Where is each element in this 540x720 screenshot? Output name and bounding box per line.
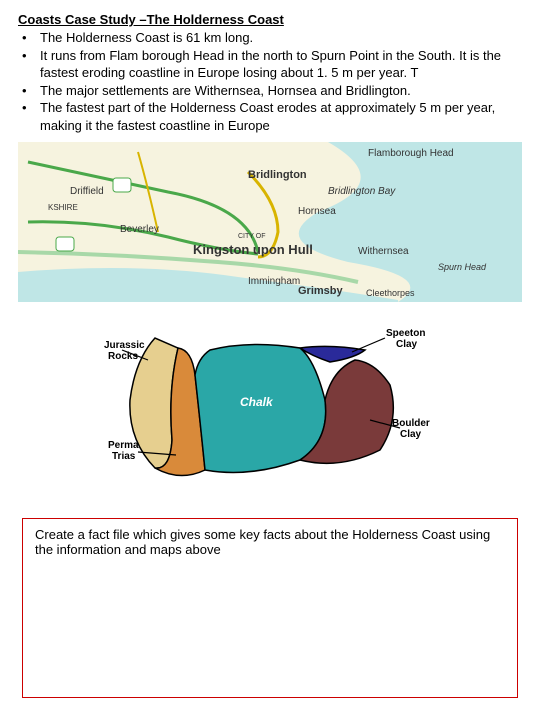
bullet-list: The Holderness Coast is 61 km long. It r… (18, 29, 522, 134)
map-label: CITY OF (238, 233, 265, 240)
map-label: Immingham (248, 276, 300, 287)
map-label: Cleethorpes (366, 288, 415, 298)
fact-file-box: Create a fact file which gives some key … (22, 518, 518, 698)
road-map-image: Flamborough Head Bridlington Bridlington… (18, 142, 522, 302)
bullet-item: The Holderness Coast is 61 km long. (18, 29, 522, 47)
map-label: Beverley (120, 224, 159, 235)
fact-file-prompt: Create a fact file which gives some key … (35, 527, 490, 557)
map-label: Flamborough Head (368, 148, 454, 159)
map-label: Bridlington Bay (328, 186, 396, 197)
map-label: Driffield (70, 186, 104, 197)
map-label: Spurn Head (438, 262, 487, 272)
bullet-item: It runs from Flam borough Head in the no… (18, 47, 522, 82)
bullet-item: The major settlements are Withernsea, Ho… (18, 82, 522, 100)
map-label: Withernsea (358, 246, 409, 257)
region-label: PermaTrias (108, 440, 139, 462)
map-label: Hornsea (298, 206, 336, 217)
map-label: KSHIRE (48, 203, 78, 212)
bullet-item: The fastest part of the Holderness Coast… (18, 99, 522, 134)
region-label: Chalk (240, 395, 274, 409)
map-label: Bridlington (248, 169, 307, 181)
geology-map-image: JurassicRocks PermaTrias Chalk SpeetonCl… (100, 320, 440, 490)
map-label: Kingston upon Hull (193, 242, 313, 257)
map-label: Grimsby (298, 285, 344, 297)
page-title: Coasts Case Study –The Holderness Coast (18, 12, 522, 27)
